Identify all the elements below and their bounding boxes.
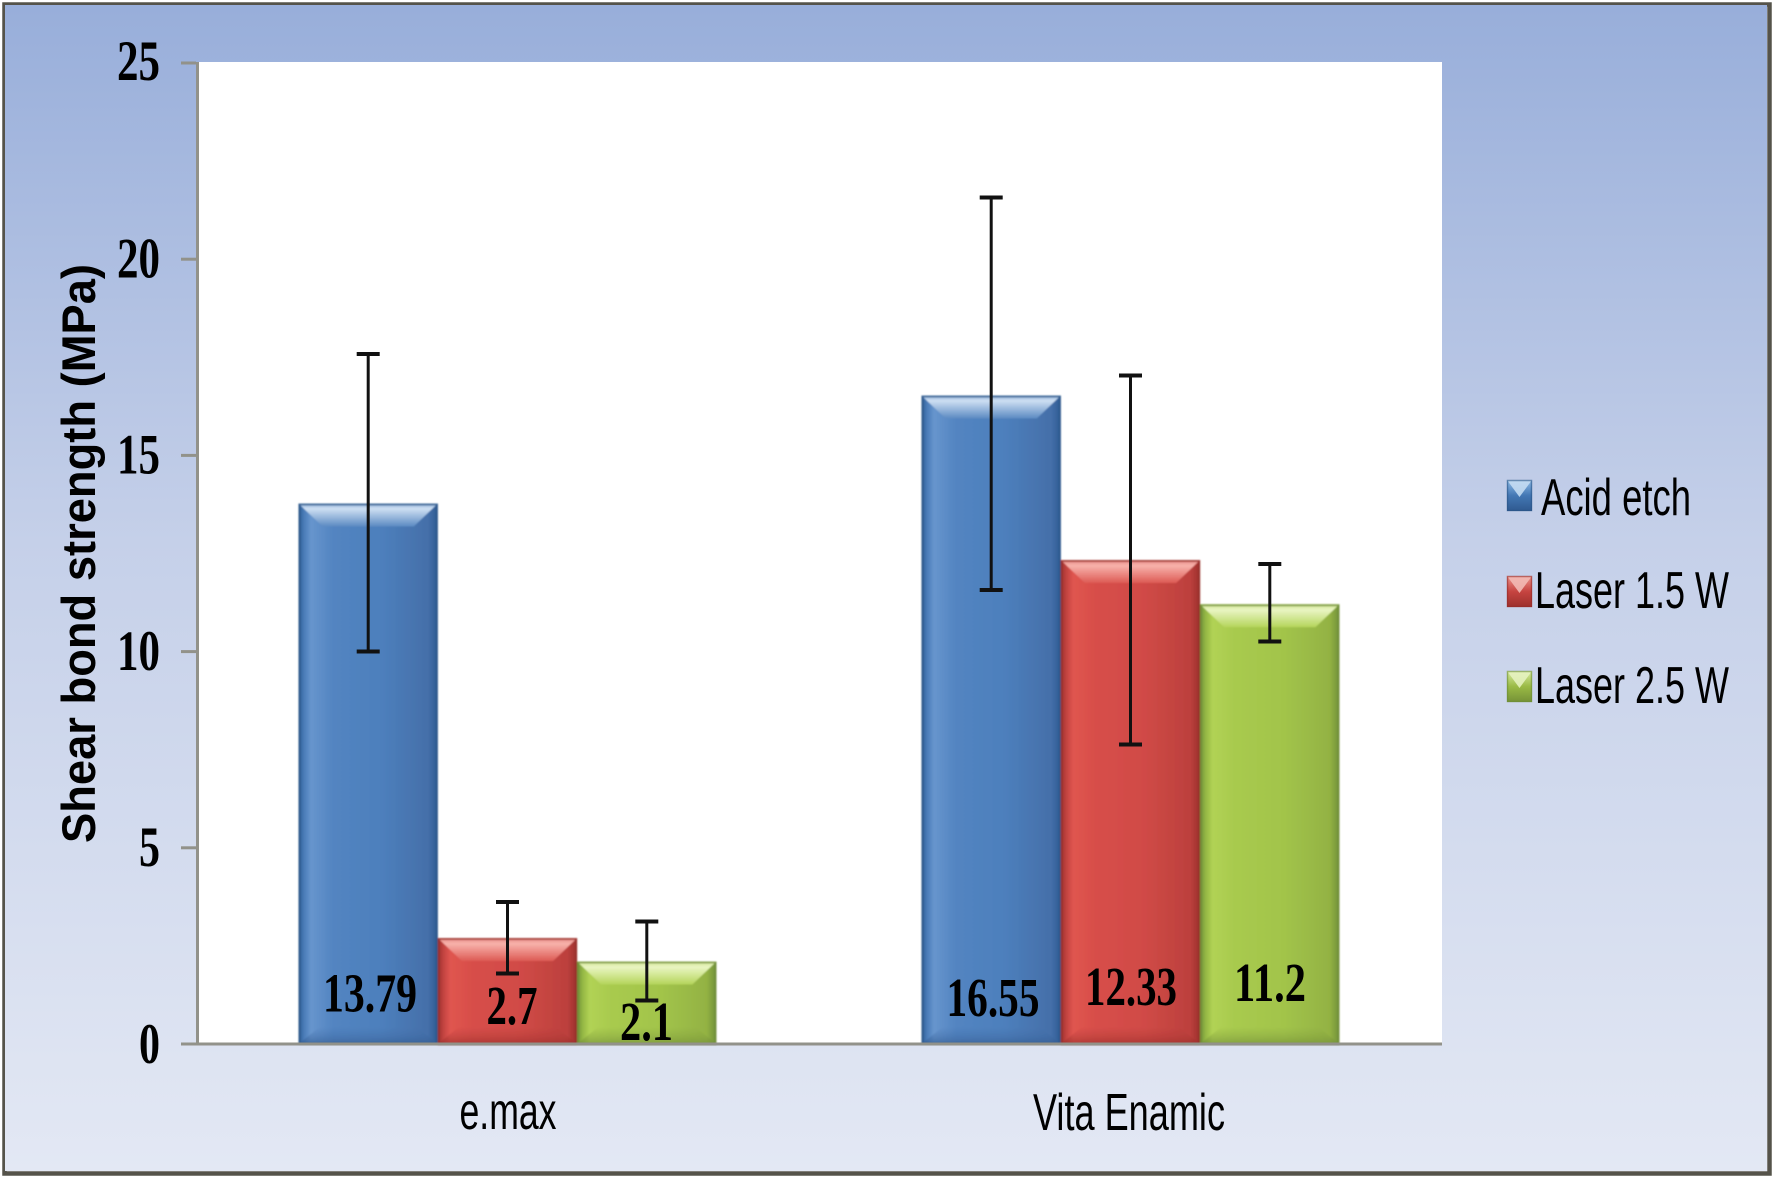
svg-text:5: 5: [139, 816, 160, 879]
svg-text:12.33: 12.33: [1085, 956, 1177, 1017]
svg-text:20: 20: [117, 228, 160, 291]
svg-text:2.1: 2.1: [620, 991, 673, 1052]
svg-text:0: 0: [139, 1013, 160, 1076]
svg-text:2.7: 2.7: [487, 975, 538, 1036]
svg-text:Acid etch: Acid etch: [1541, 469, 1691, 527]
svg-text:10: 10: [117, 620, 160, 683]
svg-text:15: 15: [117, 424, 160, 487]
svg-text:13.79: 13.79: [323, 963, 417, 1024]
svg-text:Vita Enamic: Vita Enamic: [1033, 1084, 1225, 1142]
svg-text:25: 25: [117, 30, 160, 93]
svg-text:Shear bond strength (MPa): Shear bond strength (MPa): [52, 264, 105, 843]
svg-text:Laser 1.5 W: Laser 1.5 W: [1535, 562, 1729, 620]
svg-text:11.2: 11.2: [1234, 952, 1306, 1013]
svg-text:Laser 2.5 W: Laser 2.5 W: [1535, 657, 1729, 715]
svg-text:16.55: 16.55: [947, 967, 1040, 1028]
svg-text:e.max: e.max: [460, 1083, 557, 1141]
